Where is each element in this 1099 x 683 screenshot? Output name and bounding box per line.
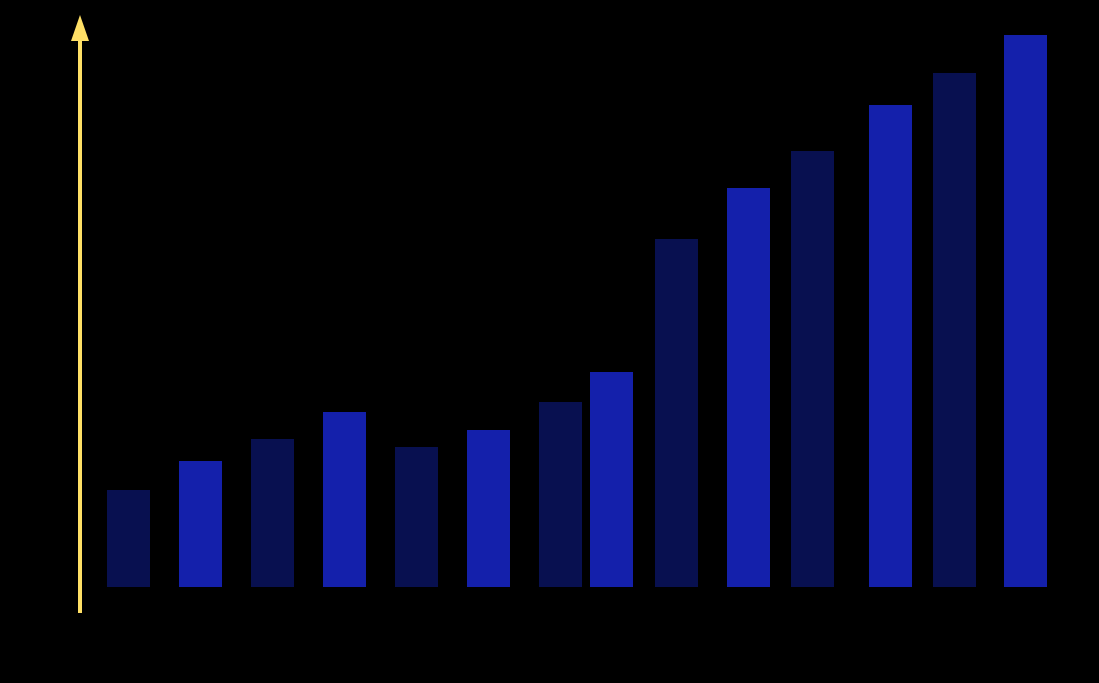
- bar-9: [655, 239, 698, 587]
- bar-2: [179, 461, 222, 587]
- bar-13: [933, 73, 976, 587]
- bar-4: [323, 412, 366, 587]
- bar-1: [107, 490, 150, 587]
- bar-7: [539, 402, 582, 587]
- bar-12: [869, 105, 912, 587]
- bar-5: [395, 447, 438, 587]
- bar-11: [791, 151, 834, 587]
- bar-8: [590, 372, 633, 587]
- bar-3: [251, 439, 294, 587]
- bar-6: [467, 430, 510, 587]
- bar-14: [1004, 35, 1047, 587]
- bar-10: [727, 188, 770, 587]
